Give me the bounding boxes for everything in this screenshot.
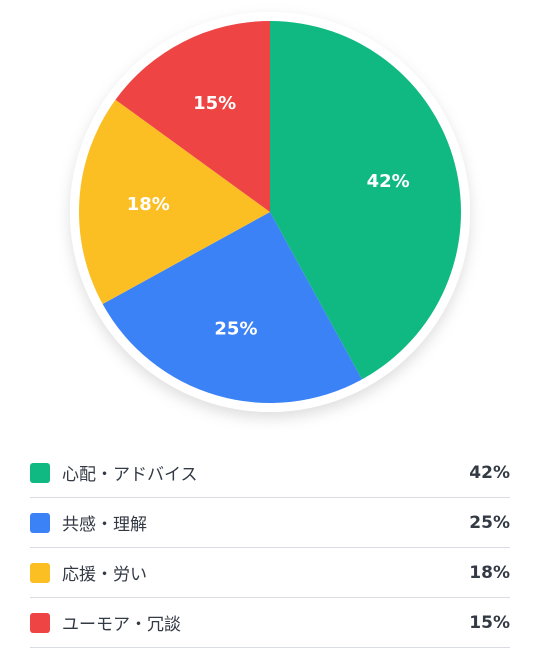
pie-slice-humor bbox=[115, 21, 270, 212]
legend-label-empathy: 共感・理解 bbox=[62, 515, 147, 535]
legend-swatch-humor bbox=[30, 612, 50, 633]
legend-item-advice: 心配・アドバイス 42% bbox=[30, 448, 510, 498]
legend-label-humor: ユーモア・冗談 bbox=[62, 615, 181, 635]
pie-slice-label-support: 18% bbox=[127, 194, 170, 215]
pie-chart-container: 42% 25% 18% 15% bbox=[70, 12, 470, 412]
pie-slice-support bbox=[78, 99, 270, 305]
pie-chart: 42% 25% 18% 15% bbox=[70, 12, 470, 412]
legend-value-advice: 42% bbox=[469, 462, 510, 483]
pie-slices bbox=[78, 21, 462, 403]
legend-value-empathy: 25% bbox=[469, 512, 510, 533]
legend-swatch-empathy bbox=[30, 512, 50, 533]
legend-value-humor: 15% bbox=[469, 612, 510, 633]
pie-slice-label-empathy: 25% bbox=[214, 319, 257, 340]
legend-label-support: 応援・労い bbox=[62, 565, 147, 585]
legend-item-empathy: 共感・理解 25% bbox=[30, 498, 510, 548]
legend-swatch-support bbox=[30, 562, 50, 583]
pie-slice-labels: 42% 25% 18% 15% bbox=[127, 93, 410, 340]
legend-value-support: 18% bbox=[469, 562, 510, 583]
legend-item-humor: ユーモア・冗談 15% bbox=[30, 598, 510, 648]
pie-slice-label-humor: 15% bbox=[193, 93, 236, 114]
pie-slice-empathy bbox=[102, 212, 363, 403]
legend: 心配・アドバイス 42% 共感・理解 25% 応援・労い 18% ユーモア・冗談… bbox=[30, 448, 510, 648]
legend-label-advice: 心配・アドバイス bbox=[62, 465, 198, 485]
legend-item-support: 応援・労い 18% bbox=[30, 548, 510, 598]
pie-slice-advice bbox=[270, 21, 462, 380]
legend-swatch-advice bbox=[30, 462, 50, 483]
pie-slice-label-advice: 42% bbox=[367, 171, 410, 192]
